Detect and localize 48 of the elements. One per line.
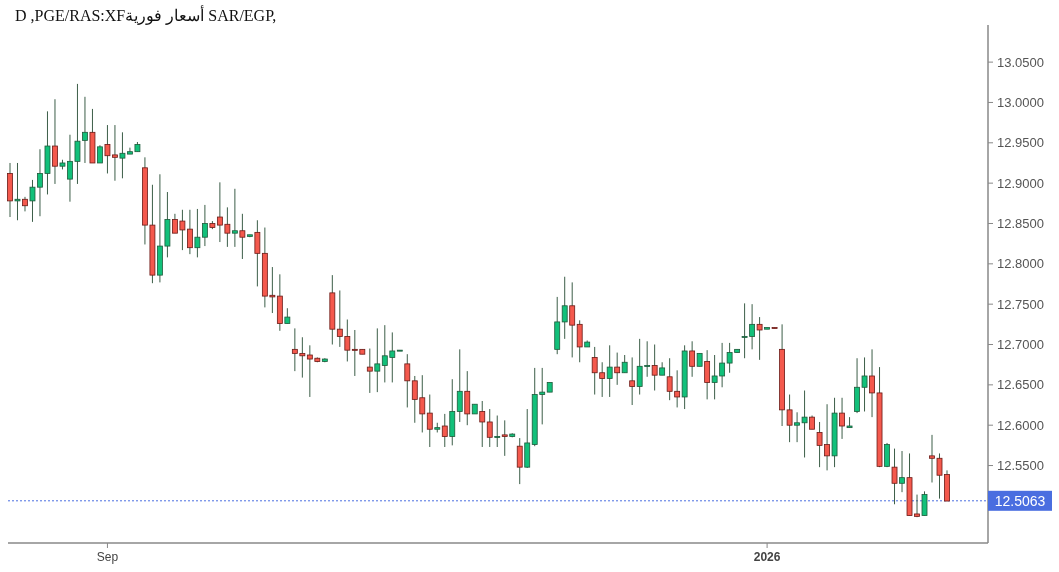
x-tick-label: 2026 <box>753 550 781 564</box>
candlestick <box>884 442 890 468</box>
candlestick <box>52 98 58 185</box>
y-tick-label: 12.9500 <box>997 135 1044 151</box>
candlestick <box>899 450 905 493</box>
candlestick <box>921 490 928 517</box>
candlestick <box>704 349 711 400</box>
candlestick <box>629 356 636 406</box>
candlestick <box>651 344 658 391</box>
candlestick <box>22 196 28 212</box>
candlestick <box>441 413 448 448</box>
x-tick-label: Sep <box>96 550 119 564</box>
candlestick <box>689 340 696 378</box>
y-tick-label: 12.8000 <box>997 256 1044 272</box>
y-tick-label: 12.9000 <box>997 175 1044 191</box>
candlestick <box>614 352 621 386</box>
candlestick <box>231 188 238 248</box>
candlestick <box>756 316 763 361</box>
y-tick-label: 13.0500 <box>997 54 1044 70</box>
ref-line-label: 12.5063 <box>994 492 1046 509</box>
candlestick <box>561 276 568 340</box>
candlestick <box>516 437 523 485</box>
candlestick <box>486 408 493 448</box>
candlestick <box>479 400 486 448</box>
candlestick <box>82 96 88 164</box>
y-tick-label: 12.5500 <box>997 458 1044 474</box>
candlestick <box>456 348 463 423</box>
chart-title: D ,PGE/RAS:XFأسعار فورية SAR/EGP, <box>15 5 277 25</box>
y-tick-label: 13.0000 <box>997 95 1044 111</box>
candlestick <box>366 348 373 394</box>
candlestick <box>239 213 246 260</box>
candlestick <box>494 415 501 448</box>
y-tick-label: 12.7000 <box>997 337 1044 353</box>
y-tick-label: 12.8500 <box>997 216 1044 232</box>
candlestick <box>569 281 576 358</box>
y-tick-label: 12.6500 <box>997 377 1044 393</box>
candlestick <box>606 344 613 398</box>
candlestick <box>426 394 433 448</box>
candlestick <box>404 353 411 408</box>
y-tick-label: 12.6000 <box>997 417 1044 433</box>
candlestick <box>464 370 471 426</box>
candlestick <box>891 448 898 505</box>
candlestick <box>374 327 381 393</box>
candlestick <box>839 397 845 440</box>
candlestick <box>576 319 583 363</box>
candlestick <box>14 162 21 221</box>
y-tick-label: 12.7500 <box>997 296 1044 312</box>
candlestick <box>501 419 508 457</box>
